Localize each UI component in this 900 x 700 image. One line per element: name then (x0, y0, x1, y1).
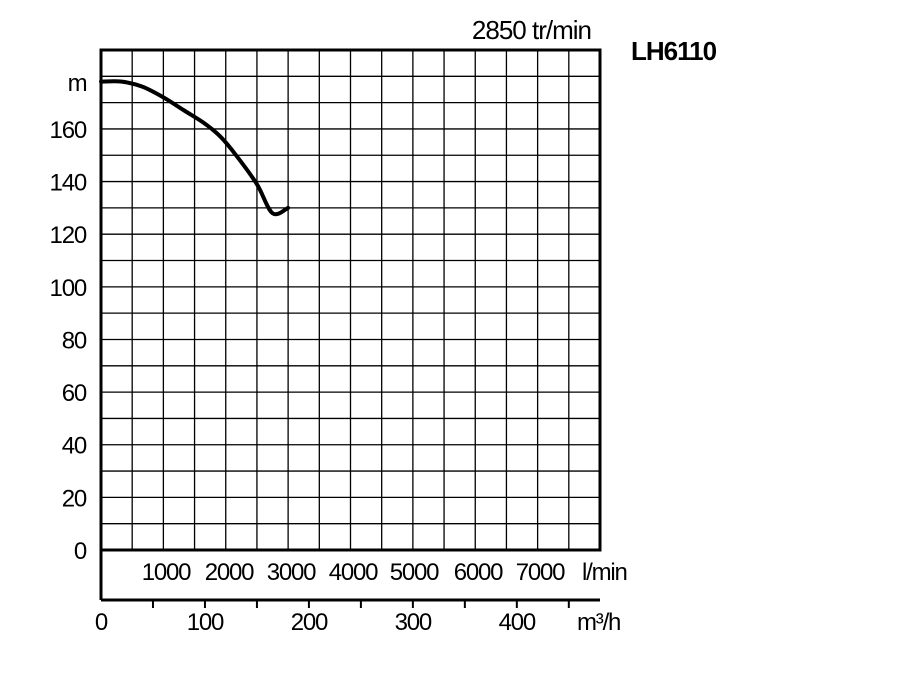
y-tick-label: 20 (62, 485, 87, 512)
speed-label: 2850 tr/min (472, 15, 591, 45)
m3h-tick-label: 100 (187, 609, 224, 636)
lmin-tick-label: 3000 (267, 559, 316, 586)
m3h-tick-label: 0 (95, 609, 108, 636)
lmin-tick-label: 6000 (454, 559, 503, 586)
y-tick-label: 120 (50, 222, 87, 249)
y-unit-label: m (68, 70, 87, 97)
y-tick-labels: 0 20 40 60 80 100 120 140 160 (50, 117, 89, 565)
lmin-tick-label: 5000 (390, 559, 439, 586)
y-tick-label: 0 (74, 538, 87, 565)
lmin-tick-label: 4000 (329, 559, 378, 586)
lmin-tick-label: 7000 (516, 559, 565, 586)
y-tick-label: 40 (62, 433, 87, 460)
lmin-tick-label: 1000 (142, 559, 191, 586)
y-tick-label: 140 (50, 170, 87, 197)
y-tick-label: 160 (50, 117, 87, 144)
m3h-tick-label: 300 (395, 609, 432, 636)
m3h-tick-label: 400 (499, 609, 536, 636)
model-label: LH6110 (631, 36, 717, 66)
lmin-tick-labels: 1000 2000 3000 4000 5000 6000 7000 (142, 559, 567, 586)
m3h-tick-labels: 0 100 200 300 400 (95, 609, 537, 636)
y-tick-label: 100 (50, 275, 87, 302)
lmin-tick-label: 2000 (205, 559, 254, 586)
m3h-unit-label: m³/h (577, 609, 620, 636)
y-tick-label: 60 (62, 380, 87, 407)
plot-frame (99, 48, 602, 552)
m3h-tick-label: 200 (291, 609, 328, 636)
lmin-unit-label: l/min (582, 559, 627, 586)
chart-grid (101, 50, 600, 550)
m3h-ticks (151, 600, 570, 608)
series-line-head-curve (99, 79, 291, 217)
y-tick-label: 80 (62, 327, 87, 354)
